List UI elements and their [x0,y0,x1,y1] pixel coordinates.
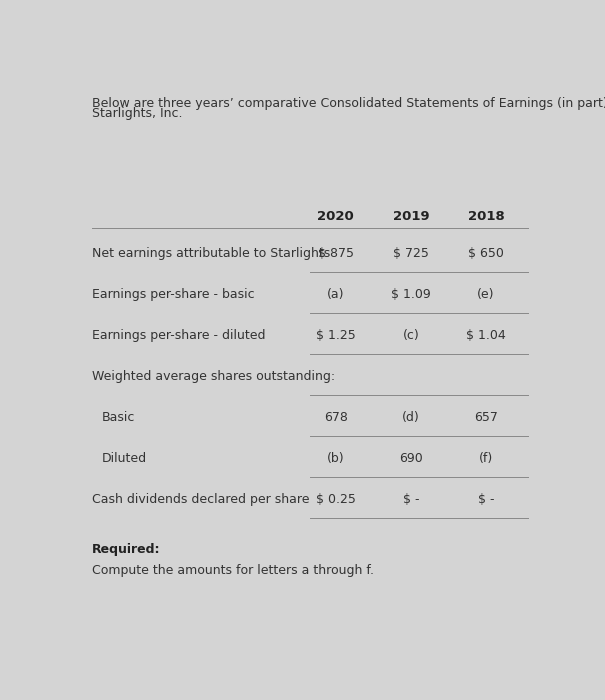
Text: (c): (c) [402,329,419,342]
Text: (e): (e) [477,288,495,301]
Text: $ 1.04: $ 1.04 [466,329,506,342]
Text: $ -: $ - [477,493,494,506]
Text: (d): (d) [402,411,420,424]
Text: 657: 657 [474,411,498,424]
Text: Diluted: Diluted [102,452,146,465]
Text: Basic: Basic [102,411,135,424]
Text: Cash dividends declared per share: Cash dividends declared per share [92,493,310,506]
Text: Compute the amounts for letters a through f.: Compute the amounts for letters a throug… [92,564,374,577]
Text: (a): (a) [327,288,345,301]
Text: 2019: 2019 [393,209,429,223]
Text: $ 725: $ 725 [393,247,429,260]
Text: (f): (f) [479,452,493,465]
Text: 690: 690 [399,452,423,465]
Text: Starlights, Inc.: Starlights, Inc. [92,106,183,120]
Text: Earnings per-share - basic: Earnings per-share - basic [92,288,255,301]
Text: 678: 678 [324,411,348,424]
Text: Below are three years’ comparative Consolidated Statements of Earnings (in part): Below are three years’ comparative Conso… [92,97,605,111]
Text: Earnings per-share - diluted: Earnings per-share - diluted [92,329,266,342]
Text: 2020: 2020 [318,209,354,223]
Text: (b): (b) [327,452,345,465]
Text: Weighted average shares outstanding:: Weighted average shares outstanding: [92,370,335,383]
Text: $ -: $ - [402,493,419,506]
Text: $ 875: $ 875 [318,247,354,260]
Text: $ 1.25: $ 1.25 [316,329,356,342]
Text: 2018: 2018 [468,209,504,223]
Text: $ 650: $ 650 [468,247,504,260]
Text: $ 0.25: $ 0.25 [316,493,356,506]
Text: $ 1.09: $ 1.09 [391,288,431,301]
Text: Net earnings attributable to Starlights: Net earnings attributable to Starlights [92,247,330,260]
Text: Required:: Required: [92,543,160,556]
